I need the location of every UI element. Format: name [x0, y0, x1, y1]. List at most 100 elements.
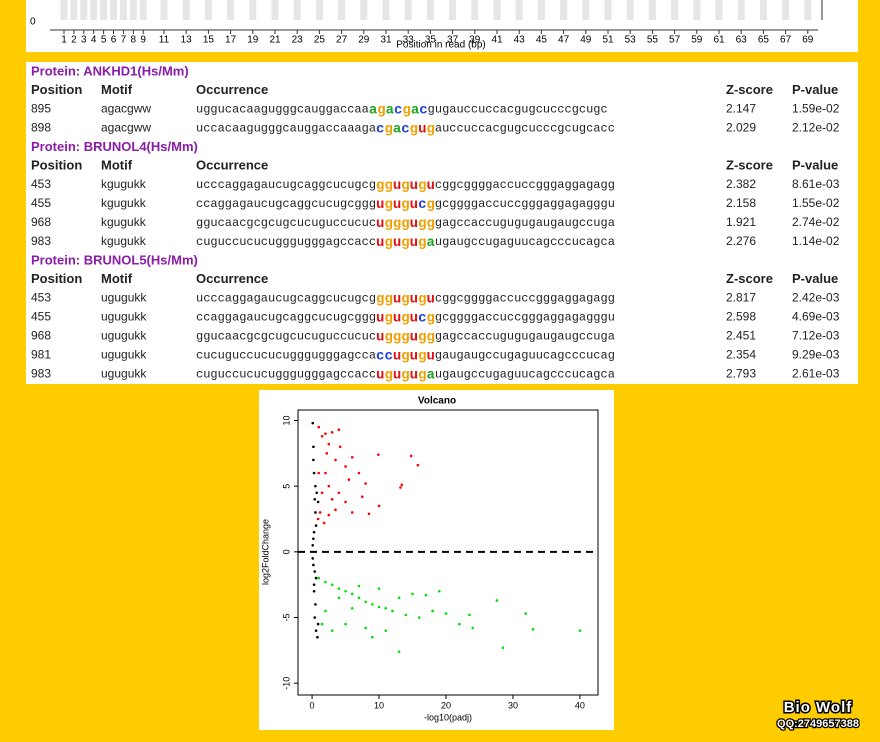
motif-letter: g [418, 291, 426, 307]
point [337, 596, 341, 600]
motif-letter: u [376, 216, 384, 232]
x-tick-label: 8 [131, 35, 137, 46]
column-header: Z-score [726, 157, 773, 172]
motif-letter: g [401, 197, 409, 213]
sequence-part: ucccaggagaucugcaggcucugcg [196, 292, 376, 306]
cell: kgugukk [101, 196, 147, 210]
motif-letter: u [393, 367, 401, 383]
motif-letter: g [401, 291, 409, 307]
bar-background [560, 0, 568, 20]
x-tick-label: 51 [602, 35, 614, 46]
cell: 2.276 [726, 234, 756, 248]
bar-background [671, 0, 679, 20]
occurrence: cucuguccucucugggugggagccaccugugugaugaugc… [196, 348, 615, 364]
cell: 7.12e-03 [792, 329, 840, 343]
cell: kgugukk [101, 177, 147, 191]
motif-letter: c [394, 102, 402, 118]
motif-letter: a [411, 102, 420, 118]
motif-letter: g [384, 310, 392, 326]
watermark-name: Bio Wolf [784, 699, 853, 716]
point [347, 478, 351, 481]
point [344, 622, 347, 626]
bar-background [80, 0, 88, 20]
point [344, 500, 347, 504]
occurrence: uggucacaagugggcauggaccaaagacgacgugauccuc… [196, 102, 608, 118]
x-tick-label: 69 [802, 35, 814, 46]
x-tick-label: 27 [336, 35, 348, 46]
motif-letter: g [384, 235, 392, 251]
sequence-part: ccaggagaucugcaggcucugcggg [196, 197, 376, 211]
motif-letter: g [393, 216, 401, 232]
motif-letter: g [384, 197, 392, 213]
bar-background [129, 0, 137, 20]
point [350, 455, 354, 459]
x-tick-label: 55 [647, 35, 659, 46]
sequence-part: cggcggggaccuccgggaggagagg [435, 178, 615, 192]
protein-title: Protein: ANKHD1(Hs/Mm) [31, 63, 189, 78]
motif-letter: u [426, 178, 434, 194]
motif-letter: g [384, 291, 392, 307]
point [367, 512, 371, 516]
bar-background [182, 0, 190, 20]
point [344, 465, 347, 468]
point [350, 511, 354, 514]
point [364, 600, 367, 604]
sequence-part: gagccaccugugugaugaugccuga [435, 216, 615, 230]
bar-background [271, 0, 279, 20]
cell: 455 [31, 196, 51, 210]
motif-letter: g [426, 216, 434, 232]
cell: ugugukk [101, 329, 147, 343]
motif-letter: u [410, 367, 418, 383]
motif-letter: a [386, 102, 395, 118]
cell: 2.42e-03 [792, 291, 840, 305]
table-panel [26, 62, 858, 384]
x-tick-label: 20 [441, 700, 451, 710]
bar-background [119, 0, 127, 20]
motif-letter: g [418, 178, 426, 194]
motif-letter: u [410, 329, 418, 345]
motif-letter: u [410, 178, 418, 194]
point [312, 589, 316, 593]
point [360, 495, 364, 498]
point [312, 563, 315, 567]
x-tick-label: 53 [625, 35, 637, 46]
bar-background [70, 0, 78, 20]
bar-background [782, 0, 790, 20]
motif-letter: a [426, 367, 435, 383]
x-tick-label: 9 [140, 35, 146, 46]
occurrence: ggucaacgcgcugcucuguccucucugggugggagccacc… [196, 329, 615, 345]
point [377, 587, 381, 590]
bar-background [537, 0, 545, 20]
motif-letter: g [376, 178, 384, 194]
motif-match: ugugucg [376, 197, 435, 213]
sequence-part: ccaggagaucugcaggcucugcggg [196, 311, 376, 325]
point [327, 442, 331, 446]
bar-background [360, 0, 368, 20]
motif-letter: g [376, 291, 384, 307]
point [334, 508, 337, 512]
bar-background [293, 0, 301, 20]
cell: 898 [31, 121, 51, 135]
bar-background [493, 0, 501, 20]
x-tick-label: 39 [469, 35, 481, 46]
point [411, 592, 414, 596]
point [371, 603, 374, 606]
sequence-part: auccuccacgugcucccgcugcacc [435, 122, 615, 136]
column-header: P-value [792, 271, 838, 286]
column-header: Z-score [726, 82, 773, 97]
point [350, 592, 354, 596]
x-tick-label: 0 [310, 700, 315, 710]
cell: 2.74e-02 [792, 215, 840, 229]
motif-letter: u [410, 235, 418, 251]
point [311, 543, 315, 547]
motif-letter: g [377, 102, 385, 118]
cell: 4.69e-03 [792, 310, 840, 324]
x-tick-label: 17 [225, 35, 237, 46]
motif-letter: g [426, 197, 434, 213]
column-header: P-value [792, 82, 838, 97]
point [324, 580, 327, 584]
column-header: Position [31, 271, 82, 286]
sequence-part: ugaugccugaguucagcccucagca [435, 235, 615, 249]
cell: 895 [31, 102, 51, 116]
point [357, 471, 361, 475]
